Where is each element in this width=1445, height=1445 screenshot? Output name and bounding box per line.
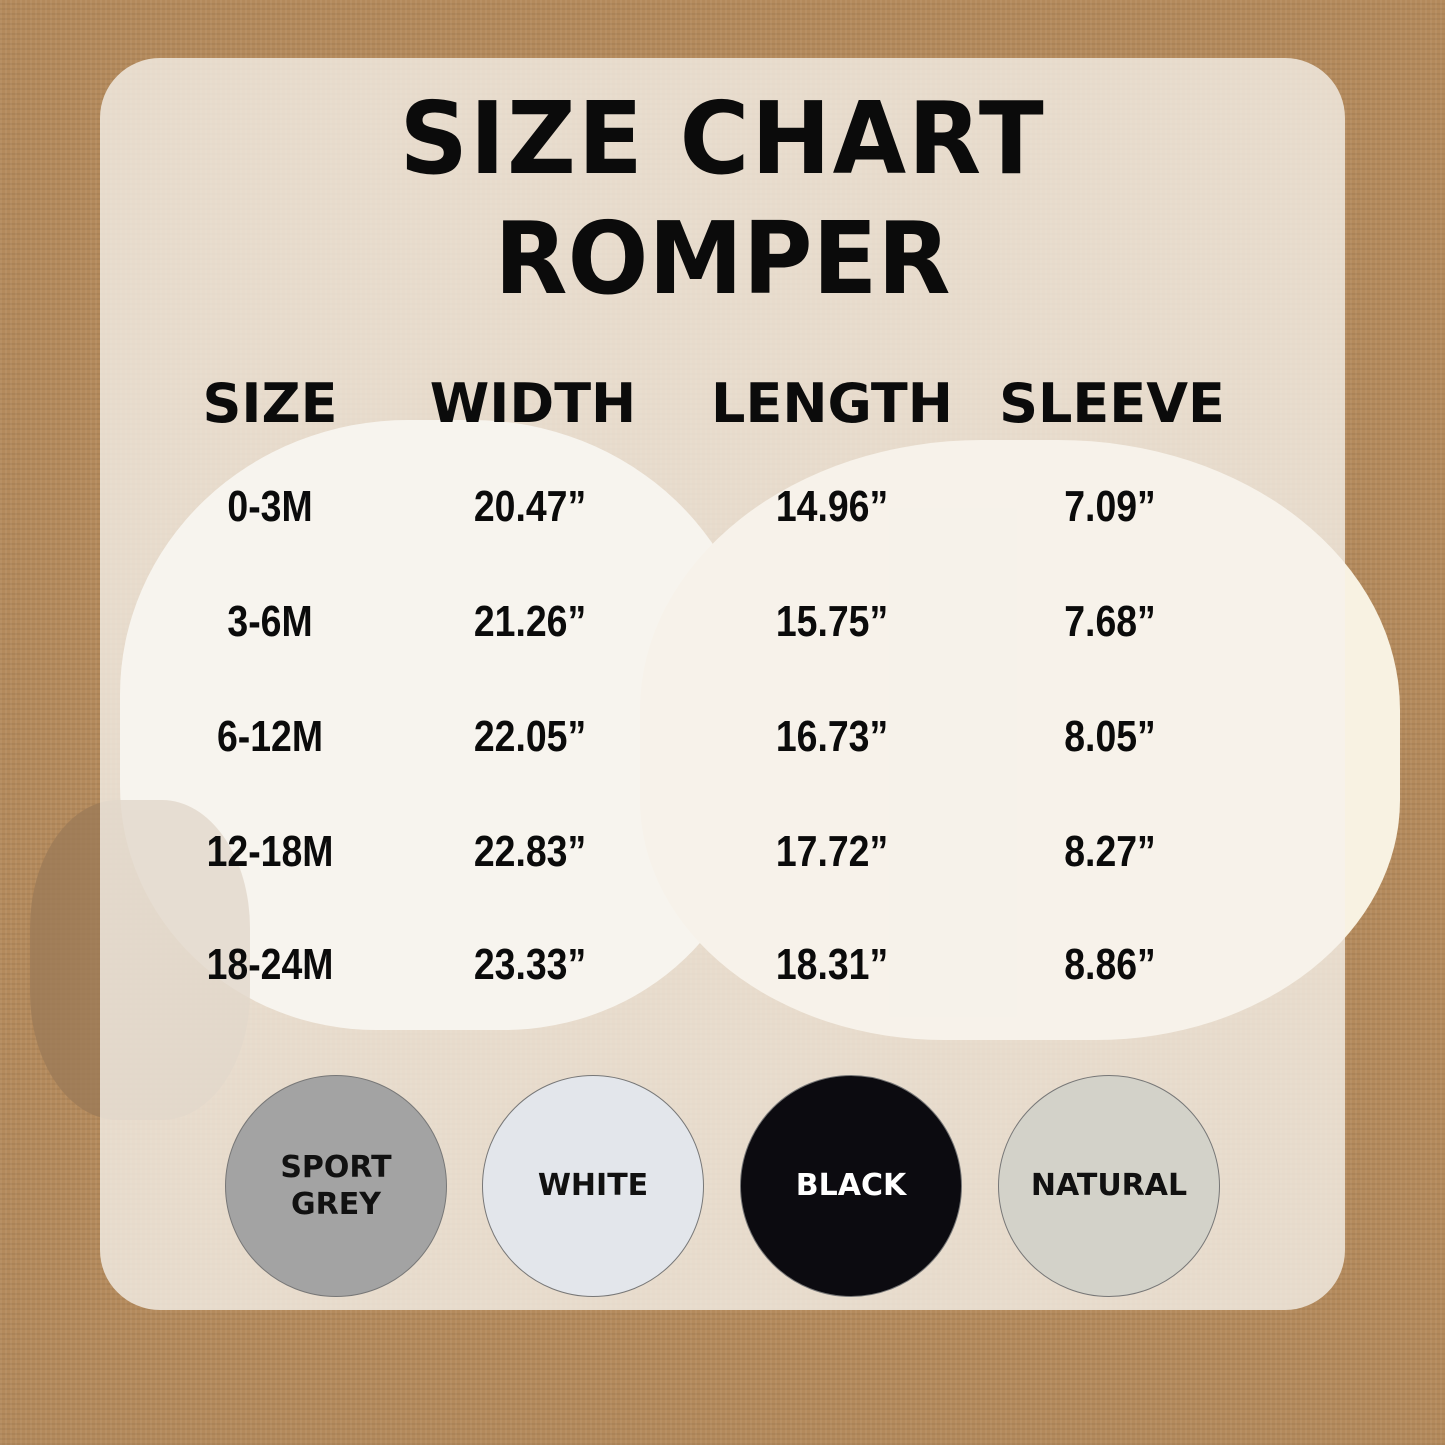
table-cell: 12-18M [206, 827, 334, 876]
table-cell: 3-6M [227, 597, 313, 646]
swatch-label-line: NATURAL [1030, 1168, 1188, 1204]
table-cell: 23.33” [473, 940, 587, 989]
table-cell: 0-3M [227, 482, 313, 531]
table-cell: 16.73” [775, 712, 889, 761]
table-cell: 8.86” [1064, 940, 1156, 989]
header-length: LENGTH [711, 372, 953, 435]
swatch-label-line: BLACK [795, 1168, 907, 1204]
swatch-label: WHITE [538, 1167, 648, 1205]
table-cell: 8.27” [1064, 827, 1156, 876]
table-cell: 20.47” [473, 482, 587, 531]
table-cell: 14.96” [775, 482, 889, 531]
page-title: SIZE CHART [399, 80, 1046, 197]
swatch-label-line: SPORT [280, 1149, 392, 1185]
swatch-label-line: GREY [291, 1187, 381, 1222]
table-cell: 7.09” [1064, 482, 1156, 531]
color-swatch: BLACK [740, 1075, 962, 1297]
color-swatch: SPORT GREY [225, 1075, 447, 1297]
header-width: WIDTH [429, 372, 637, 435]
table-cell: 17.72” [775, 827, 889, 876]
header-size: SIZE [202, 372, 338, 435]
table-cell: 18-24M [206, 940, 334, 989]
swatch-label: BLACK [796, 1167, 906, 1205]
header-sleeve: SLEEVE [999, 372, 1225, 435]
swatch-label: SPORT GREY [280, 1149, 391, 1224]
table-cell: 7.68” [1064, 597, 1156, 646]
table-cell: 21.26” [473, 597, 587, 646]
table-cell: 15.75” [775, 597, 889, 646]
color-swatch: NATURAL [998, 1075, 1220, 1297]
swatch-label: NATURAL [1031, 1167, 1187, 1205]
table-cell: 8.05” [1064, 712, 1156, 761]
table-cell: 22.05” [473, 712, 587, 761]
color-swatch: WHITE [482, 1075, 704, 1297]
table-cell: 18.31” [775, 940, 889, 989]
table-cell: 6-12M [216, 712, 324, 761]
table-cell: 22.83” [473, 827, 587, 876]
swatch-label-line: WHITE [537, 1168, 649, 1204]
page-subtitle: ROMPER [494, 200, 951, 317]
